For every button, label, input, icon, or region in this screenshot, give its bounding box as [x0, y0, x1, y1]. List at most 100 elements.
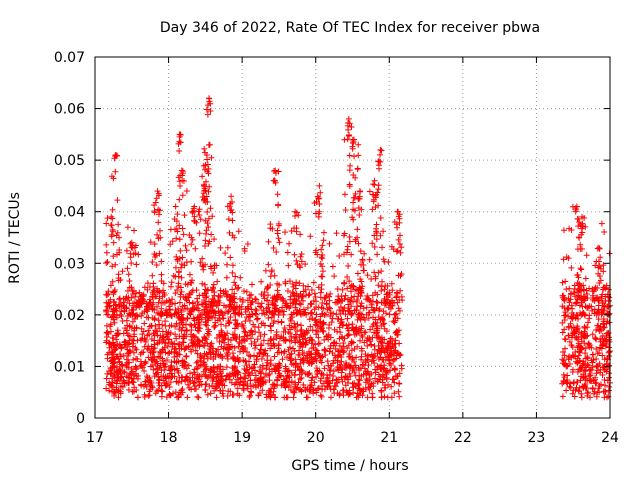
data-point	[135, 251, 142, 258]
data-point	[268, 267, 275, 274]
data-point	[315, 195, 322, 202]
data-point	[205, 326, 212, 333]
data-point	[103, 299, 110, 306]
data-point	[559, 292, 566, 299]
data-point	[180, 339, 187, 346]
data-point	[207, 390, 214, 397]
data-point	[341, 348, 348, 355]
data-point	[173, 358, 180, 365]
data-point	[177, 183, 184, 190]
data-point	[328, 319, 335, 326]
data-point	[563, 378, 570, 385]
data-point	[173, 320, 180, 327]
data-point	[316, 182, 323, 189]
data-point	[129, 368, 136, 375]
data-point	[215, 378, 222, 385]
data-point	[223, 261, 230, 268]
data-point	[334, 376, 341, 383]
data-point	[364, 272, 371, 279]
data-point	[361, 250, 368, 257]
data-point	[115, 394, 122, 401]
data-point	[378, 349, 385, 356]
data-point	[601, 394, 608, 401]
data-point	[124, 350, 131, 357]
data-point	[581, 215, 588, 222]
data-point	[194, 298, 201, 305]
x-tick-label: 24	[601, 430, 619, 446]
data-point	[268, 385, 275, 392]
data-point	[129, 318, 136, 325]
data-point	[313, 311, 320, 318]
data-point	[120, 352, 127, 359]
data-point	[111, 319, 118, 326]
data-point	[298, 375, 305, 382]
data-point	[220, 315, 227, 322]
data-point	[289, 281, 296, 288]
data-point	[140, 349, 147, 356]
data-point	[601, 324, 608, 331]
data-point	[171, 311, 178, 318]
data-point	[151, 373, 158, 380]
data-point	[182, 242, 189, 249]
data-point	[332, 345, 339, 352]
data-point	[315, 210, 322, 217]
data-point	[156, 354, 163, 361]
data-point	[248, 388, 254, 395]
data-point	[129, 378, 136, 385]
data-point	[155, 190, 162, 197]
data-point	[276, 361, 283, 368]
data-point	[595, 264, 602, 271]
data-point	[151, 354, 158, 361]
data-point	[208, 367, 215, 374]
data-point	[130, 337, 137, 344]
data-point	[150, 330, 157, 337]
data-point	[326, 297, 333, 304]
data-point	[372, 316, 379, 323]
data-point	[151, 209, 158, 216]
data-point	[216, 331, 223, 338]
data-point	[174, 353, 181, 360]
data-point	[141, 320, 148, 327]
data-point	[332, 354, 339, 361]
data-point	[113, 307, 120, 314]
data-point	[104, 329, 111, 336]
data-point	[565, 324, 572, 331]
data-point	[320, 229, 327, 236]
data-point	[265, 315, 272, 322]
data-point	[582, 350, 589, 357]
data-point	[339, 286, 346, 293]
y-tick-label: 0.06	[54, 102, 85, 118]
data-point	[200, 359, 207, 366]
data-point	[103, 241, 110, 248]
data-point	[351, 207, 358, 214]
data-point	[237, 295, 244, 302]
data-point	[258, 291, 265, 298]
data-point	[319, 327, 326, 334]
data-point	[577, 286, 584, 293]
data-point	[242, 318, 249, 325]
data-point	[376, 151, 383, 158]
data-point	[225, 320, 232, 327]
data-point	[151, 288, 158, 295]
data-point	[119, 317, 126, 324]
data-point	[116, 359, 123, 366]
data-point	[230, 370, 237, 377]
data-point	[287, 317, 294, 324]
data-point	[583, 252, 590, 259]
data-point	[117, 311, 124, 318]
data-point	[391, 390, 398, 397]
data-point	[217, 308, 224, 315]
data-point	[174, 256, 181, 263]
data-point	[199, 262, 206, 269]
data-point	[199, 280, 206, 287]
data-point	[200, 190, 207, 197]
data-point	[355, 311, 362, 318]
data-point	[154, 360, 161, 367]
data-point	[337, 303, 344, 310]
data-point	[342, 373, 349, 380]
data-point	[339, 378, 346, 385]
data-point	[192, 347, 199, 354]
data-point	[394, 224, 401, 231]
data-point	[156, 288, 163, 295]
x-tick-label: 19	[233, 430, 251, 446]
